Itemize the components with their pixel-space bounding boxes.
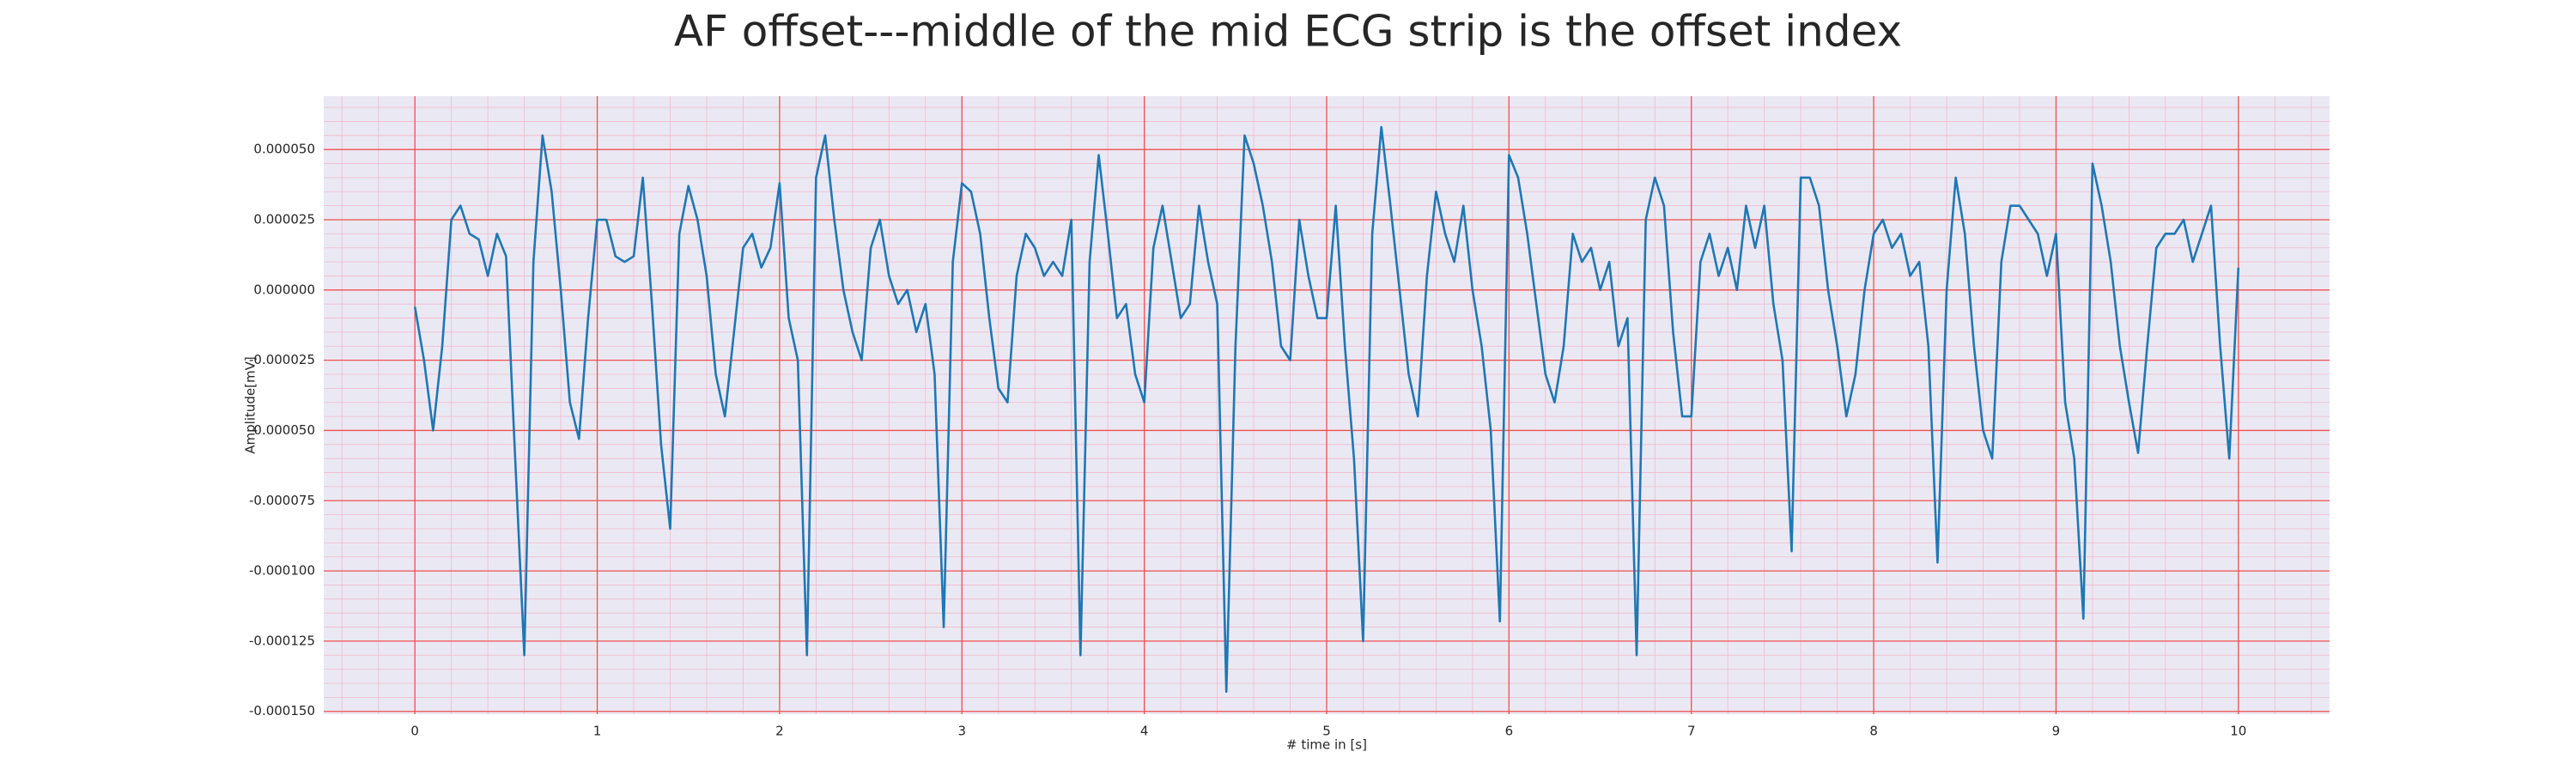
chart-title: AF offset---middle of the mid ECG strip …	[674, 7, 1902, 57]
x-tick-label: 10	[2230, 724, 2246, 739]
x-tick-label: 8	[1869, 724, 1878, 739]
x-tick-label: 2	[775, 724, 784, 739]
y-tick-label: -0.000150	[249, 703, 315, 718]
x-tick-label: 4	[1140, 724, 1149, 739]
y-tick-label: -0.000100	[249, 563, 315, 579]
ecg-line	[413, 125, 2240, 694]
y-tick-label: -0.000075	[249, 493, 315, 508]
y-tick-label: -0.000050	[249, 422, 315, 438]
y-tick-label: 0.000050	[253, 142, 315, 157]
y-axis-label: Amplitude[mV]	[243, 356, 258, 453]
y-tick-label: -0.000125	[249, 633, 315, 648]
x-tick-label: 3	[957, 724, 966, 739]
x-tick-label: 1	[593, 724, 602, 739]
x-tick-label: 0	[410, 724, 419, 739]
x-tick-label: 7	[1687, 724, 1696, 739]
x-tick-label: 5	[1322, 724, 1331, 739]
x-axis-label: # time in [s]	[1286, 737, 1367, 753]
y-tick-label: 0.000000	[253, 282, 315, 297]
x-tick-label: 6	[1505, 724, 1514, 739]
x-tick-label: 9	[2052, 724, 2061, 739]
y-tick-label: -0.000025	[249, 352, 315, 367]
y-tick-label: 0.000025	[253, 212, 315, 227]
